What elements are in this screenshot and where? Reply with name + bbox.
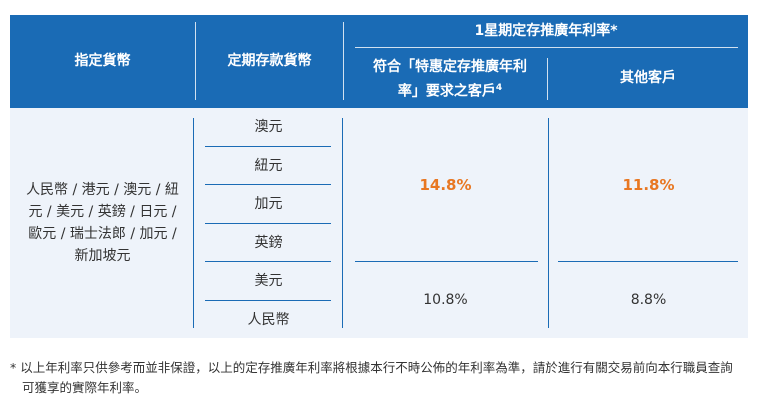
deposit-currency: 英鎊 [254, 235, 283, 251]
header-divider [195, 22, 196, 100]
row-divider [355, 261, 538, 262]
header-rate-group: 1星期定存推廣年利率* [474, 23, 618, 39]
deposit-currency: 美元 [254, 273, 283, 289]
specified-currencies: 人民幣 / 港元 / 澳元 / 紐元 / 美元 / 英鎊 / 日元 / 歐元 /… [26, 182, 179, 264]
header-other: 其他客戶 [620, 69, 676, 86]
footnote-ref: 4 [495, 83, 503, 94]
row-divider [205, 223, 331, 224]
column-divider [193, 118, 194, 328]
rate-qualified-high: 14.8% [419, 175, 472, 194]
header-deposit-currency: 定期存款貨幣 [227, 53, 312, 69]
deposit-currency: 澳元 [254, 119, 283, 135]
deposit-currency: 人民幣 [247, 311, 290, 328]
row-divider [558, 261, 738, 262]
deposit-currency: 加元 [254, 196, 283, 212]
table-header [10, 15, 748, 108]
rate-qualified-low: 10.8% [423, 292, 468, 308]
column-divider [548, 118, 549, 328]
row-divider [205, 146, 331, 147]
table-body [10, 108, 748, 338]
rate-other-low: 8.8% [630, 292, 667, 308]
header-specified-currency: 指定貨幣 [74, 53, 131, 69]
rate-other-high: 11.8% [622, 175, 675, 194]
row-divider [205, 261, 331, 262]
header-qualified-text: 符合「特惠定存推廣年利率」要求之客戶 [373, 59, 527, 100]
footnote: * 以上年利率只供參考而並非保證，以上的定存推廣年利率將根據本行不時公佈的年利率… [10, 360, 733, 395]
row-divider [205, 300, 331, 301]
deposit-currency: 紐元 [254, 158, 283, 174]
row-divider [205, 184, 331, 185]
column-divider [342, 118, 343, 328]
header-divider [343, 22, 344, 100]
header-divider [355, 47, 738, 48]
header-divider [547, 58, 548, 100]
header-qualified: 符合「特惠定存推廣年利率」要求之客戶4 [355, 52, 545, 108]
